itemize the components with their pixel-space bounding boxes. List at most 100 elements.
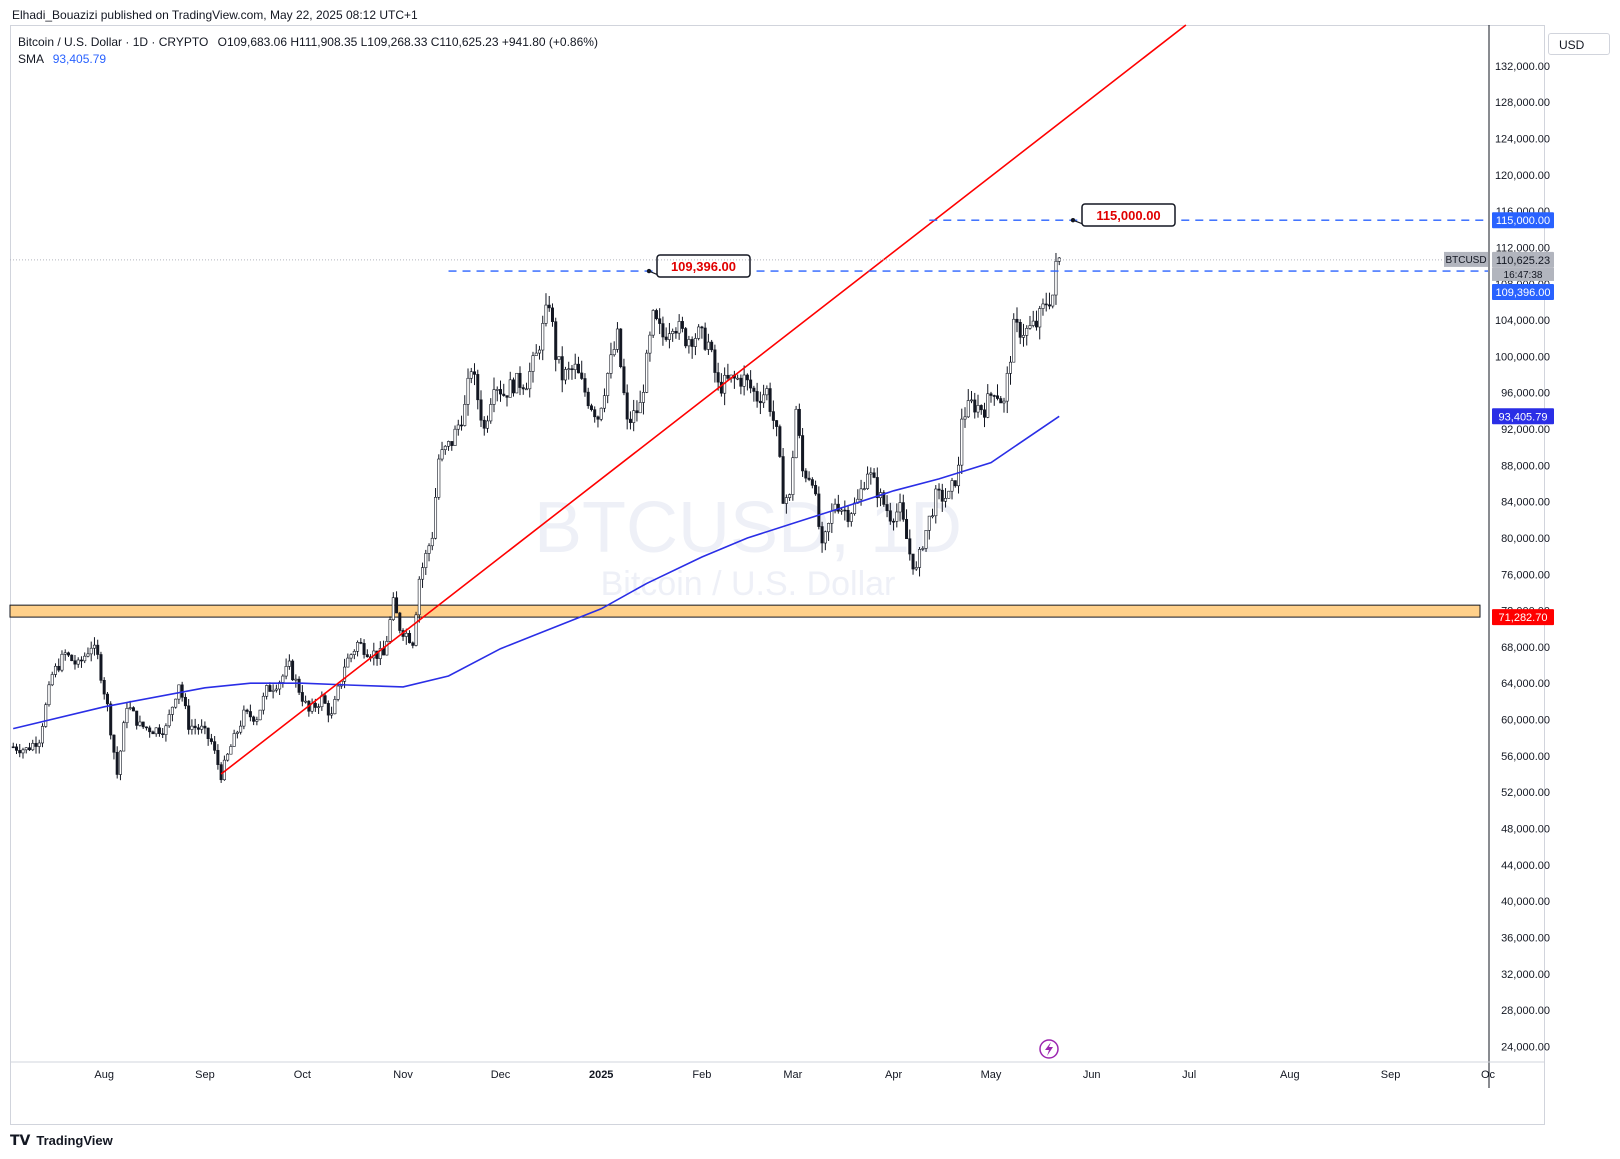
candle-down — [619, 328, 623, 368]
countdown-label: 16:47:38 — [1504, 270, 1543, 281]
candle-up — [827, 523, 831, 533]
candle-up — [274, 688, 278, 691]
candle-up — [648, 334, 652, 354]
candle-up — [356, 642, 360, 652]
candle-up — [430, 537, 434, 547]
price-tick-label: 92,000.00 — [1501, 424, 1550, 436]
candle-down — [658, 318, 662, 324]
time-tick-label: Dec — [491, 1069, 511, 1081]
candle-up — [200, 725, 204, 730]
candle-down — [680, 321, 684, 329]
currency-button[interactable]: USD — [1548, 33, 1610, 55]
candle-down — [781, 456, 785, 504]
candle-down — [593, 409, 597, 418]
candle-up — [391, 597, 395, 620]
candle-up — [443, 445, 447, 450]
price-tick-label: 52,000.00 — [1501, 787, 1550, 799]
candle-up — [489, 404, 493, 422]
candle-down — [550, 307, 554, 322]
candle-down — [460, 424, 464, 427]
candle-up — [528, 371, 532, 390]
callout-anchor — [646, 268, 652, 274]
candle-up — [239, 725, 243, 733]
candle-down — [654, 310, 658, 320]
zone-price-label: 71,282.70 — [1499, 612, 1548, 624]
candle-down — [752, 387, 756, 392]
tradingview-logo-icon: 𝗧𝗩 — [10, 1132, 31, 1148]
candle-down — [554, 321, 558, 360]
candle-down — [716, 372, 720, 383]
candle-down — [583, 378, 587, 393]
candle-down — [219, 764, 223, 781]
watermark-ticker: BTCUSD, 1D — [534, 488, 962, 568]
candle-up — [226, 753, 230, 761]
candle-up — [784, 497, 788, 504]
candle-up — [170, 706, 174, 715]
candle-up — [508, 379, 512, 398]
chart-legend: Bitcoin / U.S. Dollar · 1D · CRYPTO O109… — [18, 34, 598, 68]
candle-up — [671, 330, 675, 334]
candle-up — [235, 731, 239, 734]
candle-up — [573, 363, 577, 371]
candle-down — [505, 395, 509, 398]
price-tick-label: 80,000.00 — [1501, 533, 1550, 545]
legend-sma-row: SMA 93,405.79 — [18, 51, 598, 68]
candle-down — [570, 368, 574, 371]
candle-up — [563, 369, 567, 381]
price-tick-label: 28,000.00 — [1501, 1005, 1550, 1017]
candle-down — [79, 659, 83, 662]
candle-up — [421, 567, 425, 580]
legend-symbol[interactable]: Bitcoin / U.S. Dollar · 1D · CRYPTO — [18, 35, 209, 49]
candle-up — [404, 632, 408, 637]
candle-up — [849, 513, 853, 522]
candle-up — [557, 356, 561, 360]
candle-down — [161, 733, 165, 735]
price-axis[interactable]: 24,000.00 28,000.00 32,000.00 36,000.00 40,0… — [1488, 25, 1550, 1088]
candle-up — [859, 488, 863, 500]
candle-up — [229, 746, 233, 755]
legend-ohlc: O109,683.06 H111,908.35 L109,268.33 C110… — [217, 35, 598, 49]
chart-frame[interactable] — [10, 25, 1545, 1125]
candle-down — [846, 509, 850, 522]
candle-up — [417, 578, 421, 616]
candle-down — [216, 750, 220, 765]
candle-down — [196, 727, 200, 730]
candle-up — [287, 660, 291, 667]
time-tick-label: 2025 — [589, 1069, 613, 1081]
candle-down — [209, 738, 213, 742]
candle-up — [92, 644, 96, 649]
candle-up — [456, 424, 460, 430]
price-tick-label: 68,000.00 — [1501, 642, 1550, 654]
tradingview-logo[interactable]: 𝗧𝗩 TradingView — [10, 1132, 113, 1149]
candle-down — [1047, 304, 1051, 307]
candle-up — [914, 567, 918, 570]
time-axis[interactable]: Aug Sep Oct Nov Dec 2025 Feb Mar Apr May Jun Jul Aug… — [10, 1061, 1545, 1081]
candle-up — [284, 666, 288, 677]
legend-sma-label[interactable]: SMA — [18, 52, 44, 66]
candle-up — [128, 707, 132, 709]
candle-up — [706, 341, 710, 350]
candle-up — [174, 698, 178, 708]
trendline — [220, 24, 1187, 775]
candle-up — [632, 410, 636, 423]
candle-down — [102, 680, 106, 695]
replay-lightning-icon — [1039, 1039, 1059, 1059]
candle-down — [905, 519, 909, 540]
price-callout-text: 109,396.00 — [671, 259, 736, 274]
candle-down — [726, 374, 730, 379]
candle-down — [518, 372, 522, 388]
candle-up — [823, 531, 827, 544]
candle-down — [245, 709, 249, 712]
candle-down — [745, 374, 749, 381]
candle-up — [957, 464, 961, 487]
ticker-tag: BTCUSD — [1445, 255, 1486, 266]
candle-down — [115, 751, 119, 775]
candle-up — [486, 420, 490, 429]
price-tick-label: 132,000.00 — [1495, 61, 1550, 73]
candle-down — [96, 644, 100, 655]
candle-down — [109, 703, 113, 736]
level-115000-label-bg — [1492, 212, 1554, 229]
candle-up — [76, 659, 80, 665]
candle-down — [775, 420, 779, 427]
